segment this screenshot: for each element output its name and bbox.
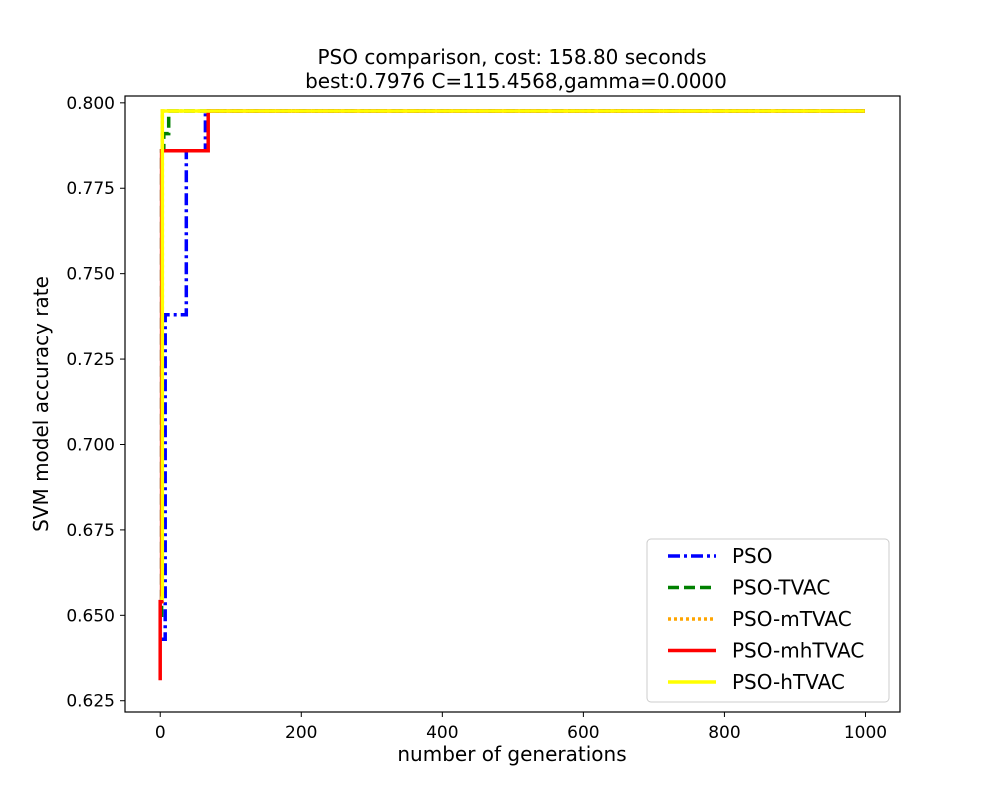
legend-label: PSO-mTVAC <box>732 607 852 631</box>
y-tick-label: 0.800 <box>66 94 115 114</box>
legend-box <box>646 538 890 703</box>
legend-item: PSO-TVAC <box>668 576 830 600</box>
series-layer <box>158 109 865 681</box>
axes-layer: 0 200 400 600 800 1000 0.625 0.650 0.675 0.700 0.7… <box>66 94 887 743</box>
x-tick-label: 400 <box>426 723 458 743</box>
x-tick-label: 0 <box>155 723 166 743</box>
y-tick-label: 0.725 <box>66 350 115 370</box>
x-axis-label: number of generations <box>397 742 626 766</box>
legend-item: PSO-hTVAC <box>668 670 845 694</box>
legend-label: PSO <box>732 544 773 568</box>
legend-item: PSO-mhTVAC <box>668 639 864 663</box>
series-line-pso-htvac <box>160 109 865 600</box>
x-tick-label: 200 <box>285 723 317 743</box>
y-tick-label: 0.650 <box>66 606 115 626</box>
x-tick-label: 1000 <box>844 723 887 743</box>
y-tick-label: 0.700 <box>66 435 115 455</box>
series-line-pso <box>160 109 865 641</box>
y-tick-label: 0.625 <box>66 692 115 712</box>
chart-title: PSO comparison, cost: 158.80 seconds <box>317 45 706 69</box>
legend-label: PSO-hTVAC <box>732 670 845 694</box>
legend-item: PSO <box>668 544 773 568</box>
legend-item: PSO-mTVAC <box>668 607 852 631</box>
legend: PSO PSO-TVAC PSO-mTVAC PSO-mhTVAC PSO-hTVAC <box>646 538 890 703</box>
x-tick-label: 800 <box>708 723 740 743</box>
chart-subtitle: best:0.7976 C=115.4568,gamma=0.0000 <box>305 69 727 93</box>
y-tick-label: 0.775 <box>66 179 115 199</box>
legend-label: PSO-mhTVAC <box>732 639 864 663</box>
legend-label: PSO-TVAC <box>732 576 830 600</box>
plot-frame <box>124 95 901 713</box>
y-axis-label: SVM model accuracy rate <box>29 276 53 532</box>
y-tick-label: 0.675 <box>66 521 115 541</box>
x-tick-label: 600 <box>567 723 599 743</box>
y-tick-label: 0.750 <box>66 265 115 285</box>
